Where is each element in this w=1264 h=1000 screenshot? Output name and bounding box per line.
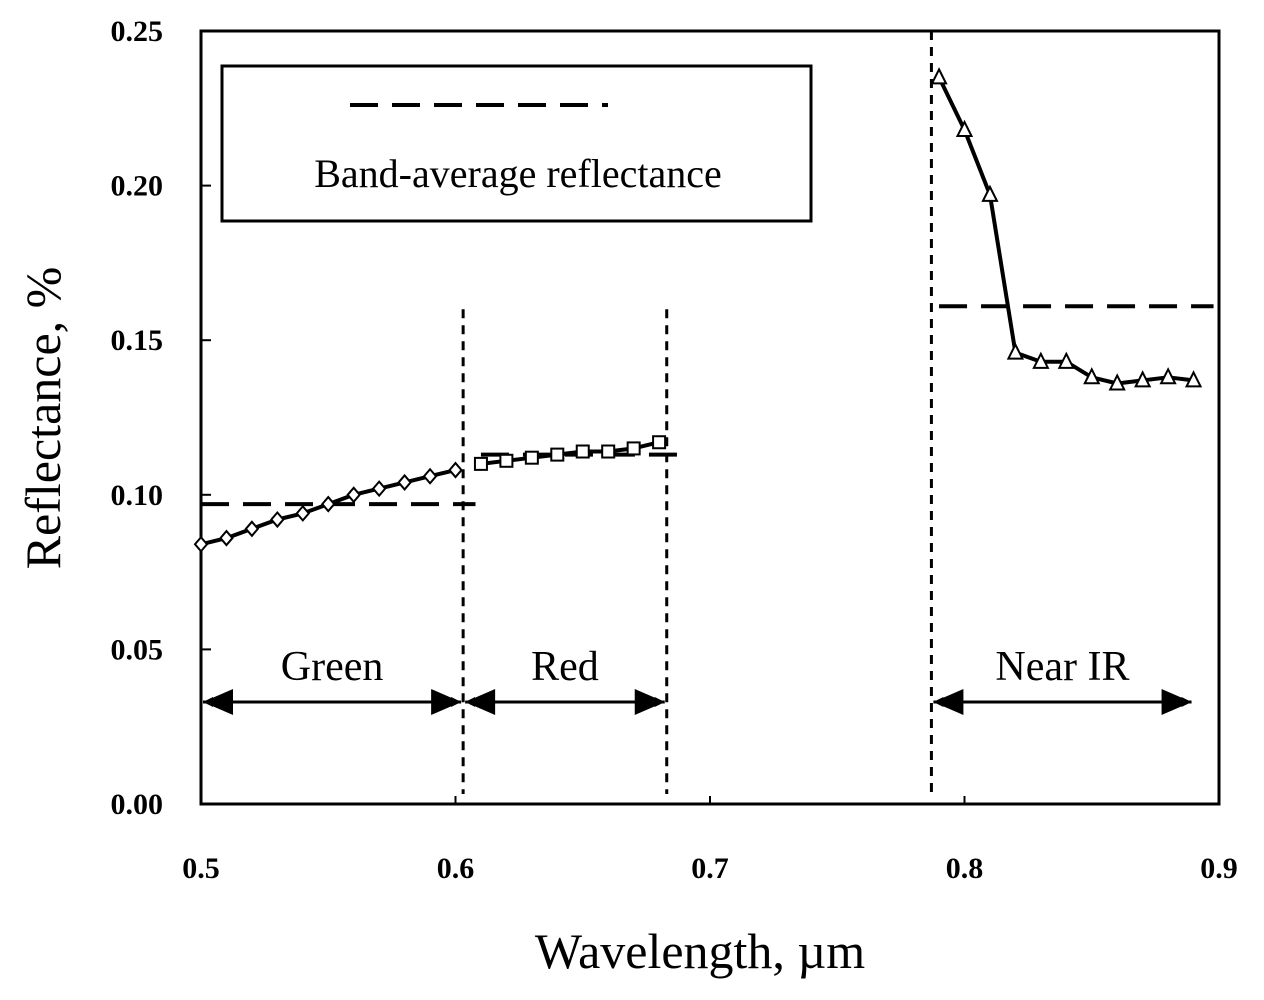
x-tick-label: 0.6 — [437, 852, 475, 885]
data-point-near-ir — [1134, 370, 1152, 388]
band-label: Red — [531, 644, 599, 690]
arrowhead-right — [431, 688, 462, 715]
data-point-red — [652, 435, 667, 450]
x-tick-label: 0.9 — [1200, 852, 1238, 885]
x-tick-label: 0.5 — [182, 852, 220, 885]
data-point-green — [193, 535, 209, 553]
y-tick-label: 0.25 — [111, 15, 164, 48]
arrowhead-right — [634, 688, 665, 715]
data-point-near-ir — [955, 119, 974, 137]
series-line-near-ir — [937, 76, 1194, 386]
data-point-near-ir — [1006, 342, 1025, 360]
legend-entry: Band-average reflectance — [314, 151, 721, 196]
axis-ticks: 0.00 0.05 0.10 0.15 0.20 0.25 0.5 0.6 0.7 0.8 0.9 — [111, 15, 1238, 885]
y-axis-label: Reflectance, % — [15, 267, 71, 570]
y-tick-label: 0.20 — [111, 170, 164, 203]
data-point-green — [422, 467, 438, 485]
data-point-green — [270, 510, 285, 529]
x-axis-label: Wavelength, µm — [535, 923, 865, 979]
data-point-green — [397, 473, 412, 491]
data-point-red — [626, 441, 641, 456]
legend-box — [220, 64, 813, 223]
arrowhead-left — [203, 688, 233, 715]
y-tick-label: 0.05 — [111, 633, 164, 666]
data-point-red — [550, 447, 565, 462]
data-point-green — [219, 529, 234, 547]
data-point-red — [473, 456, 488, 471]
reflectance-series — [193, 67, 1203, 553]
data-point-near-ir — [1083, 367, 1101, 385]
data-point-near-ir — [1184, 370, 1203, 388]
band-average-lines — [201, 304, 1214, 507]
data-point-green — [320, 495, 336, 513]
arrowhead-left — [933, 688, 964, 715]
data-point-red — [575, 444, 590, 459]
data-point-near-ir — [1057, 351, 1075, 369]
data-point-green — [448, 461, 463, 479]
y-tick-label: 0.00 — [111, 788, 164, 821]
data-point-red — [499, 453, 514, 468]
data-point-near-ir — [1159, 367, 1177, 385]
data-point-green — [295, 504, 311, 522]
data-point-red — [601, 444, 616, 459]
data-point-near-ir — [1108, 373, 1126, 391]
arrowhead-right — [1161, 688, 1192, 715]
y-tick-label: 0.15 — [111, 324, 164, 357]
legend: Band-average reflectance — [220, 64, 813, 223]
data-point-green — [244, 520, 260, 538]
data-point-green — [371, 480, 387, 498]
band-label: Near IR — [995, 644, 1129, 690]
data-point-green — [346, 486, 362, 504]
x-tick-label: 0.8 — [946, 852, 984, 885]
data-point-near-ir — [930, 67, 948, 85]
y-tick-label: 0.10 — [111, 479, 164, 512]
arrowhead-left — [465, 688, 496, 715]
band-label: Green — [281, 644, 384, 690]
data-point-red — [524, 450, 539, 465]
data-point-near-ir — [1032, 351, 1050, 369]
x-tick-label: 0.7 — [691, 852, 729, 885]
band-annotations: Green Red Near IR — [203, 644, 1192, 715]
band-boundaries — [461, 31, 933, 794]
data-point-near-ir — [981, 184, 999, 202]
